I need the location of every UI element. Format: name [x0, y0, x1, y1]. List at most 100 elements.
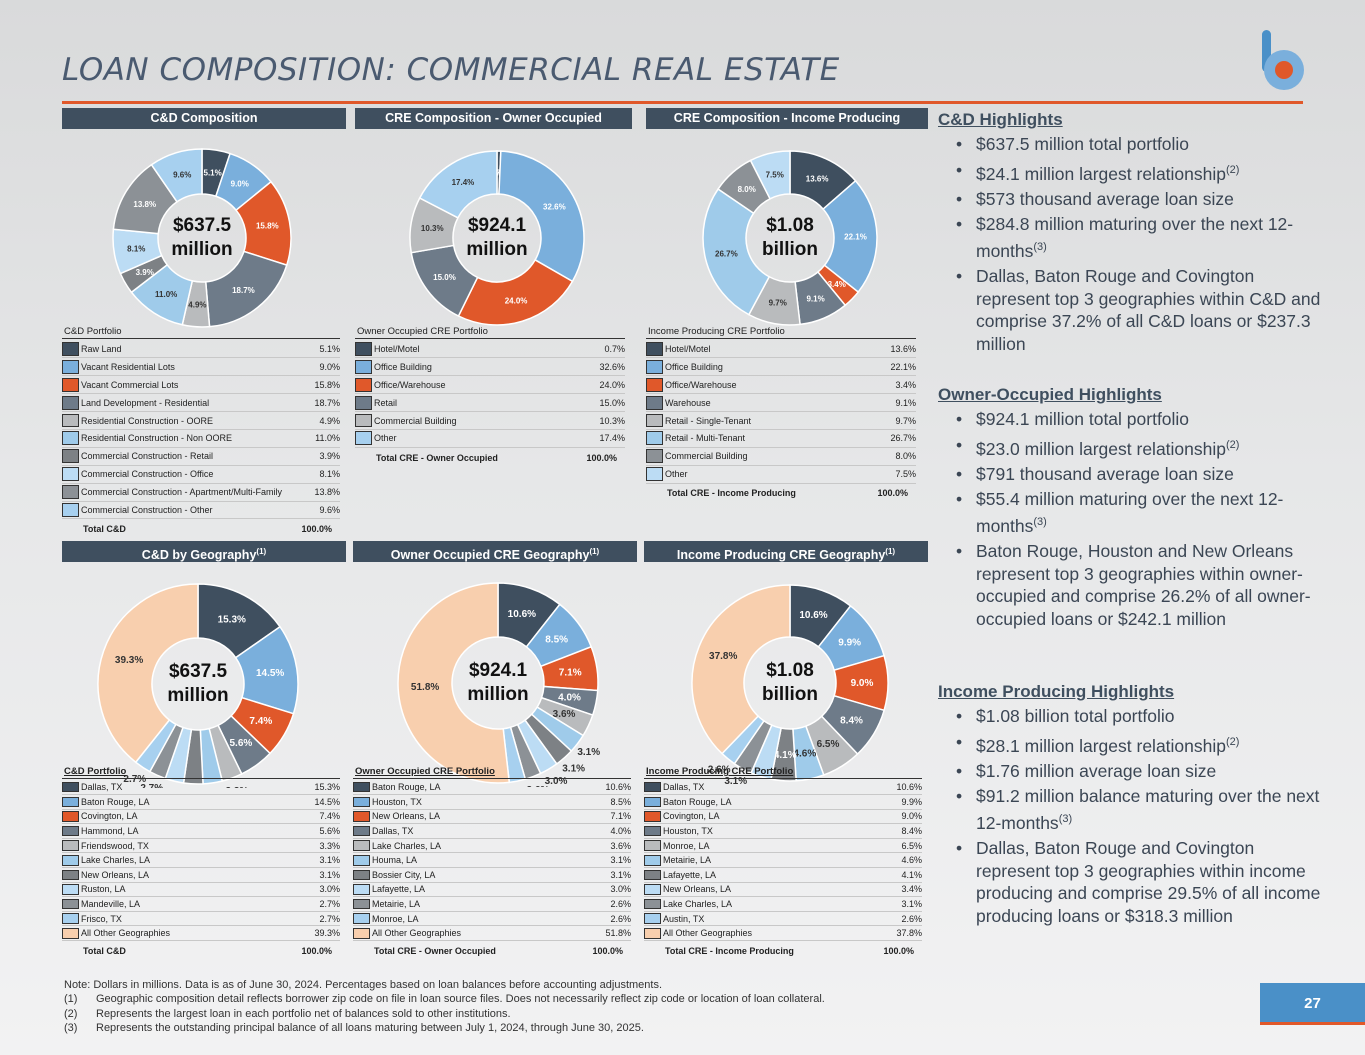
highlights-heading: C&D Highlights	[938, 110, 1063, 129]
legend-row: Lake Charles, LA 3.1%	[62, 852, 340, 869]
legend-table: Raw Land 5.1% Vacant Residential Lots 9.0% V…	[62, 340, 340, 537]
legend-table: Hotel/Motel 0.7% Office Building 32.6% Offic…	[355, 340, 625, 466]
legend-value: 10.3%	[565, 411, 625, 430]
legend-swatch	[353, 927, 370, 939]
legend-swatch	[353, 854, 370, 866]
donut-chart: 10.6%8.5%7.1%4.0%3.6%3.1%3.1%3.0%2.6%2.6…	[397, 582, 600, 787]
legend-swatch	[353, 825, 370, 837]
legend-value: 3.3%	[261, 838, 340, 854]
slice-label-3: 24.0%	[505, 297, 528, 306]
legend-swatch	[644, 913, 661, 924]
legend-value: 8.4%	[863, 823, 922, 839]
slice-label-4: 5.6%	[230, 738, 253, 749]
slice-label-2: 22.1%	[844, 232, 867, 241]
legend-label: New Orleans, LA	[81, 867, 262, 883]
legend-table: Baton Rouge, LA 10.6% Houston, TX 8.5% New O…	[353, 780, 631, 959]
legend-value: 24.0%	[565, 375, 625, 395]
legend-swatch	[353, 796, 370, 808]
legend-label: Commercial Construction - Other	[81, 501, 299, 520]
legend-label: All Other Geographies	[81, 925, 262, 942]
legend-total-row: Total CRE - Income Producing 100.0%	[644, 940, 922, 959]
chart-panel-1: C&D Composition 5.1% 9.0% 15.8% 18.7% 4.9% 11.…	[62, 108, 346, 538]
legend-value: 0.7%	[565, 340, 625, 359]
legend-label: Warehouse	[665, 393, 859, 413]
legend-row: All Other Geographies 39.3%	[62, 925, 340, 942]
legend-row: Covington, LA 9.0%	[644, 809, 922, 825]
legend-swatch	[62, 467, 79, 482]
slice-label-6: 11.0%	[155, 290, 177, 299]
legend-label: Houma, LA	[372, 852, 570, 869]
legend-row: Frisco, TX 2.7%	[62, 911, 340, 927]
footnote: (2) Represents the largest loan in each p…	[64, 1007, 511, 1020]
legend-label: Vacant Residential Lots	[81, 357, 299, 377]
legend-label: Vacant Commercial Lots	[81, 375, 299, 395]
slice-label-4: 18.7%	[232, 286, 255, 295]
legend-label: Lake Charles, LA	[663, 896, 864, 912]
legend-rule	[644, 778, 922, 779]
legend-swatch	[62, 413, 79, 428]
legend-value: 3.1%	[569, 852, 631, 869]
chart-panel-2: CRE Composition - Owner Occupied 0.7% 32.6…	[355, 108, 632, 538]
slice-label-2: 8.5%	[545, 635, 568, 646]
legend-label: Commercial Construction - Office	[81, 465, 299, 484]
chart-title: CRE Composition - Income Producing	[646, 108, 928, 129]
slice-label-1: 13.6%	[806, 174, 829, 183]
slice-label-4: 4.0%	[558, 693, 581, 704]
chart-title: C&D Composition	[62, 108, 346, 129]
chart-panel-5: Owner Occupied CRE Geography(1) 10.6% 8.5%…	[353, 541, 637, 971]
legend-value: 11.0%	[298, 429, 340, 448]
highlight-bullet: $1.76 million average loan size	[954, 760, 1328, 783]
legend-value: 5.6%	[261, 823, 340, 839]
slice-label-7: 8.0%	[738, 185, 756, 194]
legend-label: Commercial Building	[374, 411, 566, 430]
legend-label: Monroe, LA	[372, 911, 570, 927]
legend-label: Land Development - Residential	[81, 393, 299, 413]
footnote: Note: Dollars in millions. Data is as of…	[64, 979, 663, 991]
slice-label-1: 15.3%	[218, 614, 246, 625]
legend-value: 3.0%	[261, 882, 340, 898]
legend-value: 3.1%	[569, 867, 631, 883]
slice-label-2: 9.0%	[231, 179, 249, 188]
legend-row: Baton Rouge, LA 9.9%	[644, 794, 922, 810]
legend-swatch	[644, 781, 661, 793]
title-rule	[62, 101, 1303, 104]
slice-label-2: 32.6%	[543, 202, 566, 211]
legend-row: Ruston, LA 3.0%	[62, 882, 340, 898]
slice-11	[691, 584, 791, 755]
legend-swatch	[355, 359, 372, 374]
slice-label-6: 4.6%	[793, 748, 816, 759]
slice-2	[498, 150, 585, 283]
legend-swatch	[646, 413, 663, 428]
legend-swatch	[62, 854, 79, 866]
legend-label: New Orleans, LA	[663, 882, 864, 898]
legend-swatch	[646, 449, 663, 464]
legend-row: All Other Geographies 37.8%	[644, 925, 922, 942]
legend-value: 2.6%	[569, 911, 631, 927]
legend-row: Lafayette, LA 4.1%	[644, 867, 922, 883]
slice-label-5: 9.7%	[769, 298, 787, 307]
legend-row: New Orleans, LA 3.4%	[644, 882, 922, 898]
legend-row: Retail - Multi-Tenant 26.7%	[646, 429, 916, 448]
legend-swatch	[62, 341, 79, 356]
legend-label: All Other Geographies	[663, 925, 864, 942]
donut-chart: 13.6% 22.1% 3.4% 9.1% 9.7% 26.7% 8.0% 7.5%	[702, 150, 878, 326]
legend-value: 8.0%	[858, 447, 916, 466]
legend-value: 5.1%	[298, 340, 340, 359]
slice-label-9: 13.8%	[133, 200, 156, 209]
legend-row: Bossier City, LA 3.1%	[353, 867, 631, 883]
legend-value: 3.1%	[261, 867, 340, 883]
legend-label: Covington, LA	[81, 809, 262, 825]
legend-value: 26.7%	[858, 429, 916, 448]
legend-row: Commercial Building 8.0%	[646, 447, 916, 466]
legend-label: Raw Land	[81, 340, 299, 359]
legend-value: 10.6%	[863, 780, 922, 796]
slice-label-7: 4.1%	[774, 750, 797, 761]
legend-total-row: Total C&D 100.0%	[62, 940, 340, 959]
slice-label-4: 9.1%	[806, 294, 824, 303]
legend-swatch	[62, 796, 79, 808]
legend-swatch	[62, 825, 79, 837]
legend-swatch	[62, 359, 79, 374]
highlights-heading: Owner-Occupied Highlights	[938, 385, 1162, 404]
legend-value: 3.4%	[858, 375, 916, 395]
legend-swatch	[62, 503, 79, 517]
